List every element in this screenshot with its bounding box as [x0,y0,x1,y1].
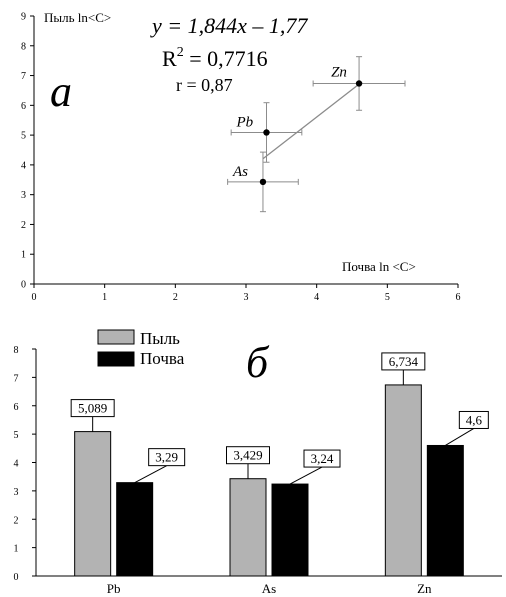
point-label: As [232,164,248,180]
data-label-leader [289,466,323,485]
scatter-x-tick-label: 5 [385,292,390,303]
data-label-leader [445,428,475,446]
legend-label-dust: Пыль [140,329,180,348]
bar-zn-0 [384,384,422,577]
bar-y-tick-label: 3 [14,487,19,498]
bar-y-tick-label: 6 [14,402,19,413]
bar-as-0 [229,478,267,577]
bar-pb-1 [116,482,154,577]
scatter-x-tick-label: 3 [244,292,249,303]
data-label: 4,6 [466,412,483,427]
data-point [355,80,363,87]
point-as: As [227,151,299,213]
bar-y-tick-label: 1 [14,544,19,555]
data-label: 3,24 [311,451,334,466]
bar-y-tick-label: 5 [14,430,19,441]
data-label: 3,429 [233,448,262,463]
scatter-panel: 0 1 2 3 4 5 6 7 8 9 0 1 2 3 4 5 6 Пыль ln<C> Почва ln <… [21,10,461,303]
bar-pb-0 [74,431,112,577]
bar-y-ticks: 0 1 2 3 4 5 6 7 8 [14,345,36,583]
category-label: As [262,581,276,596]
bar-panel: 0 1 2 3 4 5 6 7 8 Пыль Почва б 5,089 3,29 3,429 3,2… [14,329,502,596]
bar-zn-1 [426,444,464,577]
legend-swatch-soil [97,351,135,367]
data-label: 5,089 [78,401,107,416]
legend-swatch-dust [97,329,135,345]
scatter-x-axis-title: Почва ln <C> [342,259,416,274]
r-squared: R2 = 0,7716 [162,45,268,71]
point-label: Pb [235,114,253,130]
point-pb: Pb [230,102,303,163]
data-point [259,178,267,186]
scatter-y-tick-label: 3 [21,190,26,201]
data-label-box [226,446,270,465]
data-label-leader [134,465,167,484]
trendline [262,83,360,160]
scatter-y-tick-label: 2 [21,220,26,231]
scatter-y-tick-label: 5 [21,131,26,142]
data-label-box [303,449,341,468]
scatter-x-tick-label: 0 [32,292,37,303]
point-zn: Zn [312,56,406,111]
trendline-group [262,83,360,160]
data-label: 3,29 [155,450,178,465]
scatter-y-ticks: 0 1 2 3 4 5 6 7 8 9 [21,12,34,291]
data-point [263,129,270,136]
bars: 5,089 3,29 3,429 3,24 6,734 4,6 [70,352,489,577]
legend: Пыль Почва [97,329,185,368]
panel-label-a: а [50,67,72,116]
bar-y-tick-label: 0 [14,572,19,583]
point-label: Zn [331,64,347,80]
bar-category-labels: Pb As Zn [107,581,432,596]
scatter-y-tick-label: 1 [21,250,26,261]
data-label-box [70,399,115,418]
scatter-points: Pb As Zn [227,56,406,213]
bar-as-1 [271,483,309,577]
bar-y-tick-label: 8 [14,345,19,356]
scatter-y-tick-label: 0 [21,280,26,291]
scatter-y-tick-label: 8 [21,41,26,52]
scatter-y-tick-label: 6 [21,101,26,112]
scatter-y-tick-label: 9 [21,12,26,23]
scatter-y-axis-title: Пыль ln<C> [44,10,111,25]
data-label: 6,734 [389,354,419,369]
data-label-box [148,448,186,467]
scatter-x-tick-label: 4 [314,292,319,303]
bar-y-tick-label: 2 [14,515,19,526]
correlation-r: r = 0,87 [176,75,233,95]
scatter-x-tick-label: 6 [456,292,461,303]
regression-equation: y = 1,844x – 1,77 [150,13,308,38]
scatter-x-tick-label: 2 [173,292,178,303]
scatter-y-tick-label: 7 [21,71,26,82]
bar-y-tick-label: 7 [14,373,19,384]
panel-label-b: б [246,338,270,387]
category-label: Pb [107,581,121,596]
category-label: Zn [417,581,432,596]
scatter-x-tick-label: 1 [102,292,107,303]
scatter-y-tick-label: 4 [21,160,26,171]
scatter-x-ticks: 0 1 2 3 4 5 6 [32,284,461,303]
legend-label-soil: Почва [140,349,185,368]
data-label-box [381,352,426,371]
data-label-box [458,410,489,429]
bar-y-tick-label: 4 [14,459,19,470]
